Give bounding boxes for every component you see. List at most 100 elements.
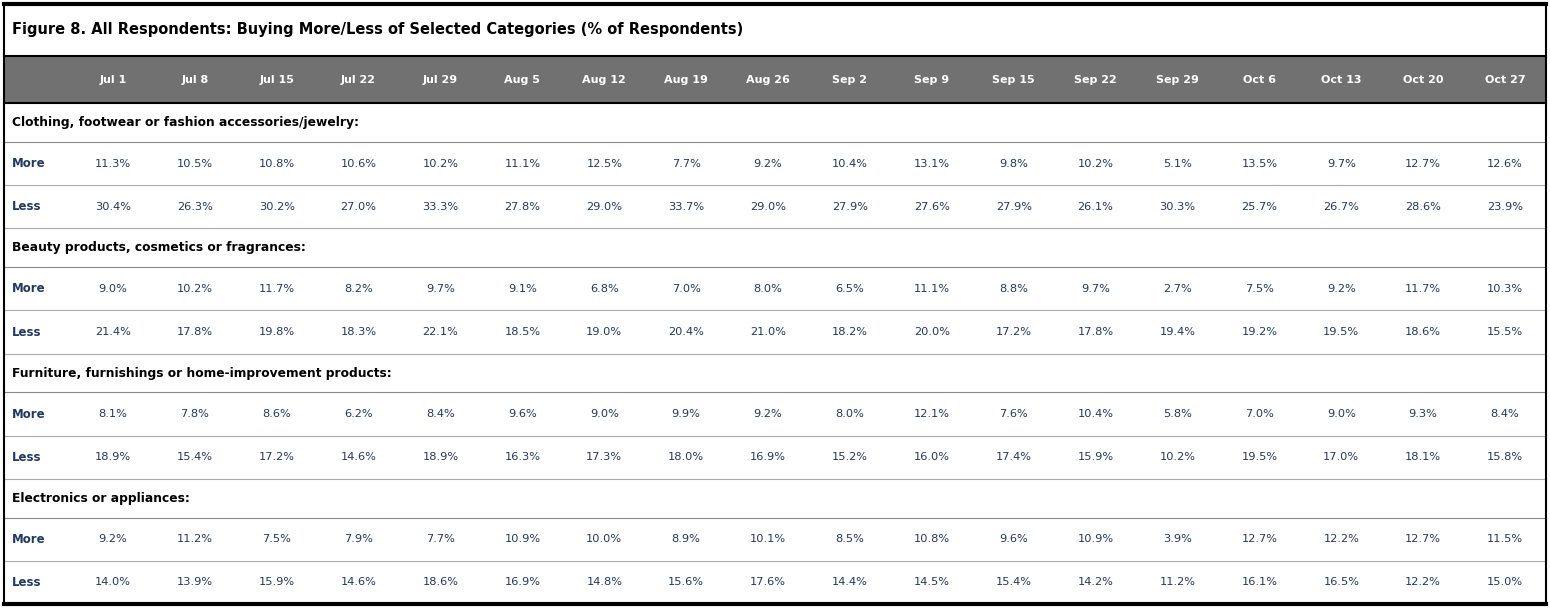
Bar [5, 56, 1545, 103]
Text: 17.6%: 17.6% [750, 578, 786, 587]
Bar [5, 311, 1545, 354]
Text: 19.4%: 19.4% [1159, 327, 1195, 337]
Text: 12.7%: 12.7% [1242, 534, 1277, 544]
Text: 9.2%: 9.2% [753, 159, 783, 168]
Text: 16.1%: 16.1% [1242, 578, 1277, 587]
Text: 16.9%: 16.9% [750, 452, 786, 462]
Text: Less: Less [12, 576, 42, 589]
Text: 14.8%: 14.8% [586, 578, 622, 587]
Text: 9.2%: 9.2% [753, 409, 783, 419]
Text: 15.2%: 15.2% [832, 452, 868, 462]
Text: Oct 6: Oct 6 [1243, 75, 1276, 85]
Text: 3.9%: 3.9% [1162, 534, 1192, 544]
Bar [5, 103, 1545, 142]
Text: 18.1%: 18.1% [1406, 452, 1442, 462]
Text: 23.9%: 23.9% [1486, 202, 1524, 212]
Text: 21.0%: 21.0% [750, 327, 786, 337]
Bar [5, 354, 1545, 393]
Text: 19.8%: 19.8% [259, 327, 294, 337]
Text: 8.9%: 8.9% [671, 534, 701, 544]
Text: 11.7%: 11.7% [1406, 284, 1442, 294]
Text: 9.7%: 9.7% [1327, 159, 1356, 168]
Text: Less: Less [12, 201, 42, 213]
Text: 10.8%: 10.8% [259, 159, 294, 168]
Text: 18.9%: 18.9% [95, 452, 132, 462]
Text: 29.0%: 29.0% [586, 202, 622, 212]
Text: 8.2%: 8.2% [344, 284, 374, 294]
Text: 7.0%: 7.0% [671, 284, 701, 294]
Text: 6.8%: 6.8% [591, 284, 618, 294]
Text: 15.4%: 15.4% [995, 578, 1032, 587]
Text: 10.1%: 10.1% [750, 534, 786, 544]
Text: 26.1%: 26.1% [1077, 202, 1113, 212]
Text: Oct 13: Oct 13 [1321, 75, 1361, 85]
Text: 30.4%: 30.4% [95, 202, 130, 212]
Text: 7.0%: 7.0% [1245, 409, 1274, 419]
Text: 12.7%: 12.7% [1406, 159, 1442, 168]
Text: 17.4%: 17.4% [995, 452, 1032, 462]
Text: 2.7%: 2.7% [1162, 284, 1192, 294]
Text: 20.4%: 20.4% [668, 327, 704, 337]
Text: 9.3%: 9.3% [1409, 409, 1437, 419]
Text: 11.1%: 11.1% [504, 159, 541, 168]
Text: 15.5%: 15.5% [1486, 327, 1524, 337]
Text: 10.2%: 10.2% [423, 159, 459, 168]
Text: 6.5%: 6.5% [835, 284, 865, 294]
Text: More: More [12, 282, 45, 295]
Text: 19.2%: 19.2% [1242, 327, 1277, 337]
Text: Aug 12: Aug 12 [583, 75, 626, 85]
Text: Aug 5: Aug 5 [504, 75, 541, 85]
Text: 9.2%: 9.2% [99, 534, 127, 544]
Text: 16.9%: 16.9% [504, 578, 541, 587]
Bar [5, 229, 1545, 268]
Text: 5.8%: 5.8% [1162, 409, 1192, 419]
Text: 12.6%: 12.6% [1486, 159, 1524, 168]
Text: 10.8%: 10.8% [914, 534, 950, 544]
Text: 17.3%: 17.3% [586, 452, 623, 462]
Text: Jul 8: Jul 8 [181, 75, 208, 85]
Text: Jul 22: Jul 22 [341, 75, 377, 85]
Text: Jul 29: Jul 29 [423, 75, 459, 85]
Text: 26.7%: 26.7% [1324, 202, 1359, 212]
Text: Figure 8. All Respondents: Buying More/Less of Selected Categories (% of Respond: Figure 8. All Respondents: Buying More/L… [12, 22, 744, 38]
Bar [5, 517, 1545, 561]
Text: Electronics or appliances:: Electronics or appliances: [12, 492, 189, 505]
Text: Beauty products, cosmetics or fragrances:: Beauty products, cosmetics or fragrances… [12, 241, 305, 254]
Bar [5, 436, 1545, 479]
Text: 21.4%: 21.4% [95, 327, 130, 337]
Text: 8.5%: 8.5% [835, 534, 865, 544]
Text: Jul 1: Jul 1 [99, 75, 127, 85]
Text: Oct 20: Oct 20 [1403, 75, 1443, 85]
Text: 8.0%: 8.0% [753, 284, 783, 294]
Text: Aug 26: Aug 26 [746, 75, 790, 85]
Text: 17.8%: 17.8% [1077, 327, 1113, 337]
Text: 14.6%: 14.6% [341, 578, 377, 587]
Text: 15.9%: 15.9% [259, 578, 294, 587]
Text: Sep 2: Sep 2 [832, 75, 868, 85]
Text: 7.9%: 7.9% [344, 534, 374, 544]
Text: 19.5%: 19.5% [1324, 327, 1359, 337]
Bar [5, 4, 1545, 56]
Text: 9.6%: 9.6% [508, 409, 536, 419]
Text: 8.1%: 8.1% [99, 409, 127, 419]
Text: 10.0%: 10.0% [586, 534, 623, 544]
Text: 30.3%: 30.3% [1159, 202, 1195, 212]
Text: 11.1%: 11.1% [914, 284, 950, 294]
Text: 15.0%: 15.0% [1486, 578, 1524, 587]
Text: 27.9%: 27.9% [995, 202, 1032, 212]
Text: 9.0%: 9.0% [99, 284, 127, 294]
Text: 15.9%: 15.9% [1077, 452, 1113, 462]
Text: 8.6%: 8.6% [262, 409, 291, 419]
Text: Sep 29: Sep 29 [1156, 75, 1200, 85]
Text: 10.9%: 10.9% [504, 534, 541, 544]
Text: 7.8%: 7.8% [180, 409, 209, 419]
Text: 10.4%: 10.4% [832, 159, 868, 168]
Text: 27.9%: 27.9% [832, 202, 868, 212]
Text: 25.7%: 25.7% [1242, 202, 1277, 212]
Text: 26.3%: 26.3% [177, 202, 212, 212]
Text: 16.5%: 16.5% [1324, 578, 1359, 587]
Text: 12.5%: 12.5% [586, 159, 622, 168]
Text: 16.3%: 16.3% [504, 452, 541, 462]
Text: Furniture, furnishings or home-improvement products:: Furniture, furnishings or home-improveme… [12, 367, 392, 379]
Text: 11.2%: 11.2% [1159, 578, 1195, 587]
